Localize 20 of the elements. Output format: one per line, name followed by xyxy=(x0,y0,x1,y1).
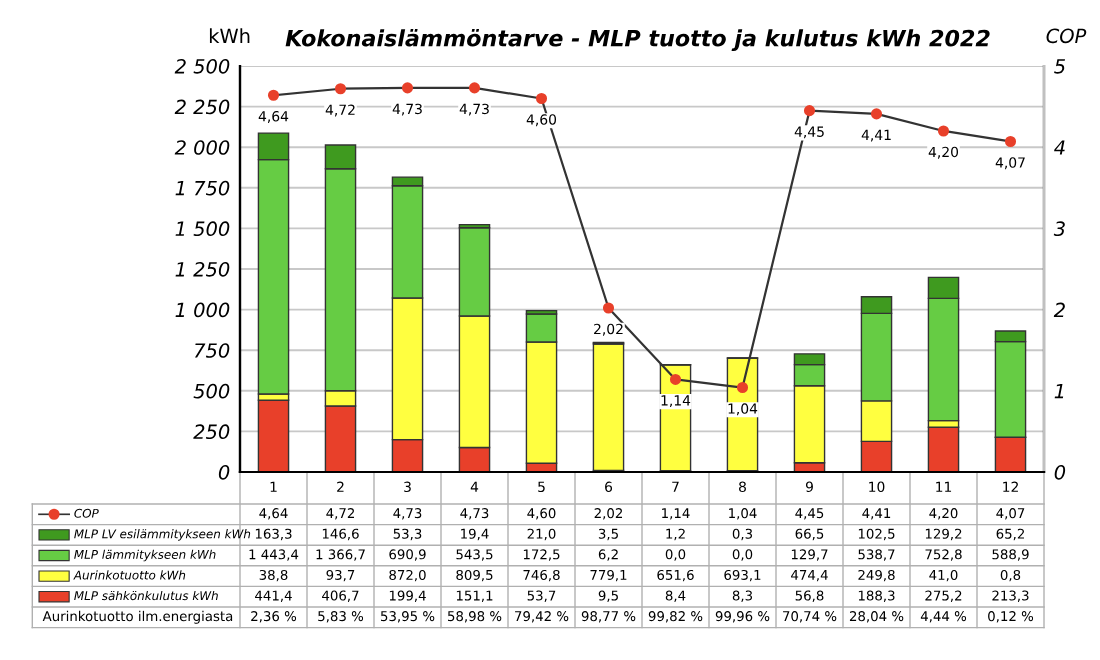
y2-tick-label: 2 xyxy=(1053,302,1065,317)
y-tick-label: 1 000 xyxy=(175,302,230,318)
y2-tick-label: 5 xyxy=(1054,59,1066,74)
y2-tick-label: 1 xyxy=(1054,384,1064,399)
y2-tick-label: 0 xyxy=(1054,464,1066,480)
chart-title: Kokonaislämmöntarve - MLP tuotto ja kulutus kWh 2022 xyxy=(285,29,990,51)
y-tick-label: 750 xyxy=(194,343,230,358)
y-tick-label: 2 250 xyxy=(174,99,230,115)
y-tick-label: 0 xyxy=(218,464,230,480)
y-tick-label: 250 xyxy=(193,424,230,440)
y2-axis-title: COP xyxy=(1046,28,1087,44)
y-tick-label: 2 500 xyxy=(174,58,230,74)
y-tick-label: 1 250 xyxy=(175,261,230,277)
y-axis-title: kWh xyxy=(209,28,250,43)
y-tick-label: 2 000 xyxy=(174,140,230,155)
y2-tick-label: 3 xyxy=(1053,221,1065,237)
y2-tick-label: 4 xyxy=(1054,140,1065,155)
y-tick-label: 1 500 xyxy=(175,221,230,237)
y-tick-label: 500 xyxy=(193,383,230,399)
y-tick-label: 1 750 xyxy=(175,180,230,196)
